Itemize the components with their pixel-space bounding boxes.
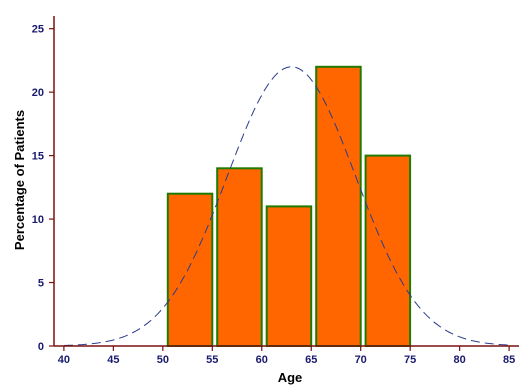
x-tick-label-70: 70	[355, 354, 367, 366]
bar-3	[265, 205, 313, 347]
bar-5	[364, 154, 412, 347]
x-tick-label-60: 60	[256, 354, 268, 366]
y-tick-label-15: 15	[32, 151, 44, 163]
x-tick-label-75: 75	[404, 354, 416, 366]
x-tick-label-45: 45	[107, 354, 119, 366]
y-tick-label-20: 20	[32, 87, 44, 99]
x-tick-label-65: 65	[305, 354, 317, 366]
y-tick-label-25: 25	[32, 24, 44, 36]
ticks-layer: 40 45 50 55 60 65 70 75 80 85 0 5 10 15 20 25	[32, 24, 515, 366]
x-tick-label-55: 55	[206, 354, 218, 366]
y-axis-title: Percentage of Patients	[12, 110, 27, 250]
bar-1	[166, 192, 214, 347]
x-tick-label-40: 40	[58, 354, 70, 366]
y-tick-label-10: 10	[32, 214, 44, 226]
bar-2	[216, 167, 263, 347]
y-tick-label-5: 5	[38, 278, 44, 290]
x-tick-label-50: 50	[157, 354, 169, 366]
x-tick-label-85: 85	[503, 354, 515, 366]
bars-layer	[166, 65, 412, 348]
bar-4	[315, 65, 362, 348]
axis-layer	[53, 16, 519, 347]
x-tick-label-80: 80	[454, 354, 466, 366]
normal-curve	[63, 66, 510, 346]
x-axis-title: Age	[278, 370, 303, 385]
curve-layer	[63, 66, 510, 346]
y-tick-label-0: 0	[38, 341, 44, 353]
